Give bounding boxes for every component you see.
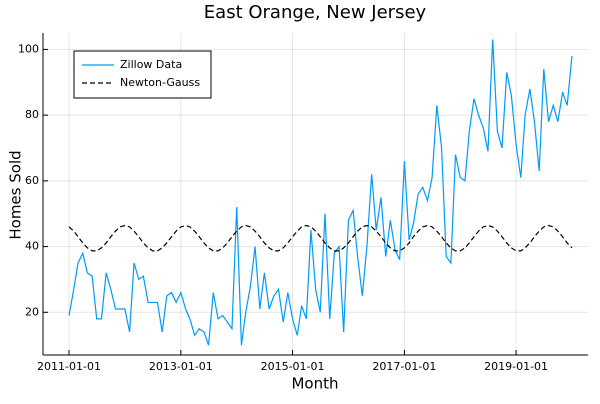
y-tick-label: 20 <box>25 305 39 318</box>
chart-title: East Orange, New Jersey <box>204 2 427 23</box>
y-tick-label: 40 <box>25 240 39 253</box>
y-tick-label: 100 <box>18 42 39 55</box>
x-tick-label: 2013-01-01 <box>149 360 213 373</box>
y-tick-label: 60 <box>25 174 39 187</box>
series-line <box>68 224 573 252</box>
legend-box <box>73 50 212 99</box>
series-line <box>68 39 573 346</box>
legend-label: Zillow Data <box>120 58 182 71</box>
y-tick-label: 80 <box>25 108 39 121</box>
x-axis-label: Month <box>291 375 338 393</box>
legend-label: Newton-Gauss <box>120 76 200 89</box>
y-axis-label: Homes Sold <box>7 150 25 239</box>
x-tick-label: 2011-01-01 <box>37 360 101 373</box>
x-tick-label: 2015-01-01 <box>261 360 325 373</box>
x-tick-label: 2019-01-01 <box>484 360 548 373</box>
x-tick-label: 2017-01-01 <box>372 360 436 373</box>
